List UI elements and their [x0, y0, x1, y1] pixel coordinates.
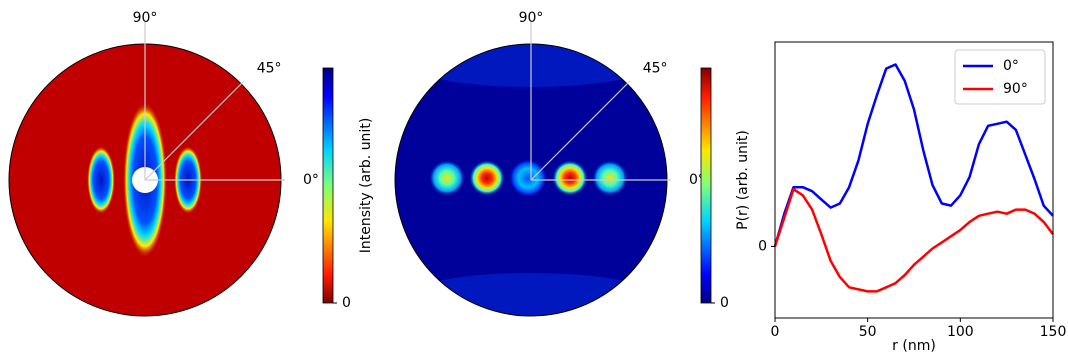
series-line	[773, 63, 1054, 247]
x-tick-label: 0	[771, 324, 780, 340]
noise-band	[411, 273, 651, 316]
x-axis-label: r (nm)	[892, 338, 936, 354]
series-line	[773, 187, 1054, 293]
colorbar	[322, 67, 334, 304]
intensity-spot	[469, 160, 505, 196]
colorbar	[700, 67, 712, 304]
colorbar-tick-label: 0	[720, 295, 729, 311]
x-tick-label: 50	[859, 324, 877, 340]
angle-line	[144, 80, 245, 181]
plot-frame	[774, 41, 1054, 319]
angle-line	[530, 80, 631, 181]
angle-label: 0°	[303, 172, 319, 188]
intensity-spot	[429, 160, 465, 196]
colorbar-label: Intensity (arb. unit)	[358, 118, 374, 254]
y-tick-label: 0	[758, 238, 767, 254]
intensity-spot	[552, 160, 588, 196]
x-tick-label: 100	[947, 324, 974, 340]
legend-label: 90°	[1003, 81, 1028, 97]
intensity-spot	[509, 159, 547, 197]
legend-box	[954, 49, 1046, 105]
angle-label: 45°	[257, 60, 282, 76]
angle-label: 90°	[519, 10, 544, 26]
angle-label: 90°	[133, 10, 158, 26]
x-tick-label: 150	[1040, 324, 1067, 340]
legend-label: 0°	[1003, 58, 1019, 74]
intensity-spot	[87, 146, 115, 214]
y-axis-label: P(r) (arb. unit)	[735, 130, 751, 230]
intensity-spot	[592, 160, 628, 196]
angle-label: 45°	[643, 60, 668, 76]
colorbar-tick-label: 0	[342, 295, 351, 311]
